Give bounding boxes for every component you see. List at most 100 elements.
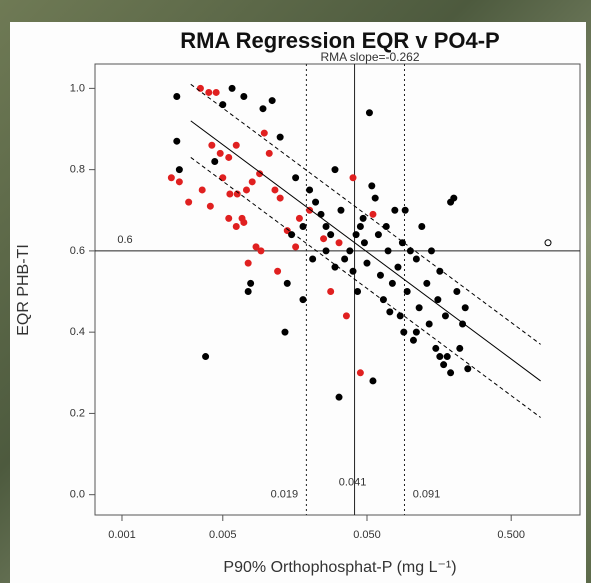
point: [240, 218, 248, 226]
point: [461, 304, 469, 312]
point: [232, 141, 240, 149]
point: [292, 243, 300, 251]
reference-label: 0.041: [339, 477, 367, 489]
point: [216, 149, 224, 157]
chart-title: RMA Regression EQR v PO4-P: [180, 28, 499, 53]
point: [464, 365, 472, 373]
point: [418, 223, 426, 231]
point: [415, 304, 423, 312]
point: [331, 166, 339, 174]
point: [356, 223, 364, 231]
point: [211, 158, 219, 166]
point: [427, 247, 435, 255]
point: [401, 206, 409, 214]
point: [175, 178, 183, 186]
point: [306, 186, 314, 194]
point: [244, 259, 252, 267]
point: [173, 93, 181, 101]
x-tick-label: 0.001: [108, 529, 136, 541]
y-tick-label: 0.0: [70, 489, 85, 501]
point: [299, 223, 307, 231]
point: [175, 166, 183, 174]
point: [242, 186, 250, 194]
point: [265, 149, 273, 157]
point: [374, 231, 382, 239]
point: [320, 235, 328, 243]
reference-label: 0.019: [271, 489, 299, 501]
point: [276, 194, 284, 202]
point: [327, 231, 335, 239]
x-tick-label: 0.500: [497, 529, 525, 541]
point: [299, 296, 307, 304]
point: [212, 88, 220, 96]
point: [260, 129, 268, 137]
y-tick-label: 1.0: [70, 82, 85, 94]
point: [459, 320, 467, 328]
point: [342, 312, 350, 320]
reference-label: 0.091: [413, 489, 441, 501]
panel: [10, 22, 586, 583]
y-tick-label: 0.4: [70, 326, 85, 338]
point: [208, 141, 216, 149]
x-tick-label: 0.050: [353, 529, 381, 541]
point: [274, 267, 282, 275]
point: [365, 109, 373, 117]
point: [257, 247, 265, 255]
point: [379, 296, 387, 304]
point: [456, 344, 464, 352]
point: [173, 137, 181, 145]
point: [360, 239, 368, 247]
point: [244, 288, 252, 296]
point: [327, 288, 335, 296]
point: [436, 267, 444, 275]
point: [354, 288, 362, 296]
point: [252, 243, 260, 251]
point: [432, 344, 440, 352]
point: [206, 202, 214, 210]
confidence-band: [190, 83, 541, 345]
point: [292, 174, 300, 182]
regression-line: [190, 120, 541, 382]
x-tick-label: 0.005: [209, 529, 237, 541]
point: [295, 214, 303, 222]
point: [409, 336, 417, 344]
point: [453, 288, 461, 296]
point: [312, 198, 320, 206]
y-tick-label: 0.2: [70, 407, 85, 419]
point: [368, 182, 376, 190]
point: [356, 369, 364, 377]
point: [232, 223, 240, 231]
point: [281, 328, 289, 336]
point: [309, 255, 317, 263]
point: [369, 377, 377, 385]
x-axis-label: P90% Orthophosphat-P (mg L⁻¹): [223, 559, 456, 576]
y-axis-label: EQR PHB-TI: [15, 244, 32, 336]
point: [225, 153, 233, 161]
point: [400, 328, 408, 336]
point: [394, 263, 402, 271]
point: [412, 328, 420, 336]
point: [337, 206, 345, 214]
point: [369, 210, 377, 218]
point: [288, 231, 296, 239]
point: [371, 194, 379, 202]
point: [386, 308, 394, 316]
point: [271, 186, 279, 194]
point: [322, 247, 330, 255]
confidence-band: [190, 157, 541, 418]
point: [322, 223, 330, 231]
point: [403, 288, 411, 296]
point: [450, 194, 458, 202]
point: [268, 97, 276, 105]
point: [341, 255, 349, 263]
point: [248, 178, 256, 186]
point: [544, 239, 552, 247]
point: [352, 231, 360, 239]
point: [423, 279, 431, 287]
point: [225, 214, 233, 222]
point: [425, 320, 433, 328]
point: [335, 239, 343, 247]
point: [346, 247, 354, 255]
point: [398, 239, 406, 247]
